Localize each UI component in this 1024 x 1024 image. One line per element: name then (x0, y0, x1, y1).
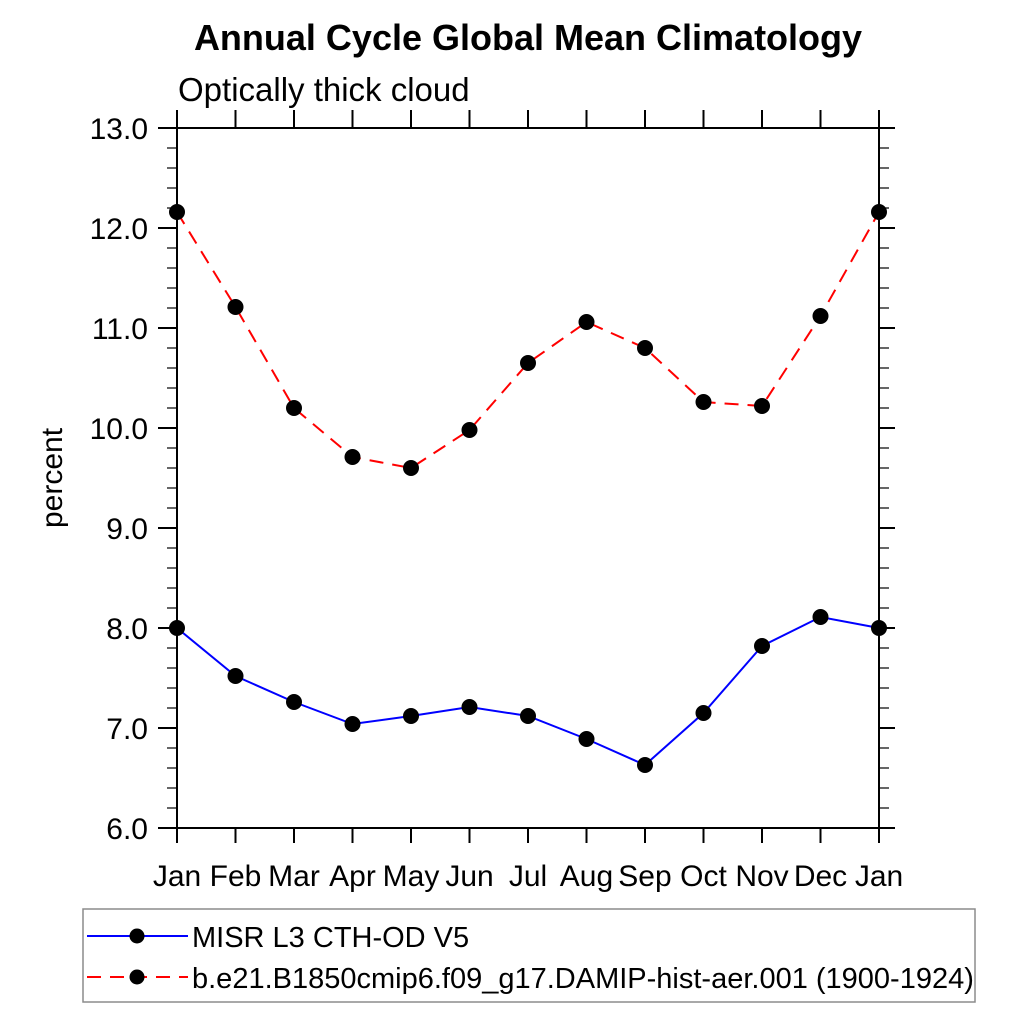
data-point-marker (812, 308, 829, 324)
x-tick-label: Oct (680, 860, 727, 893)
y-tick-label: 10.0 (90, 413, 148, 446)
legend-samples (87, 928, 188, 985)
x-tick-label: May (383, 860, 440, 893)
data-point-marker (578, 731, 595, 747)
data-point-marker (754, 398, 770, 414)
data-point-marker (461, 699, 478, 715)
data-point-marker (227, 299, 244, 315)
y-tick-label: 6.0 (106, 813, 148, 846)
data-point-marker (637, 340, 653, 356)
legend-sample-marker-0 (129, 928, 145, 944)
y-tick-label: 12.0 (90, 213, 148, 246)
data-point-marker (695, 705, 712, 721)
data-point-marker (169, 204, 185, 220)
x-tick-label: Apr (329, 860, 376, 893)
y-tick-label: 11.0 (92, 313, 148, 346)
x-tick-label: Nov (735, 860, 788, 893)
data-point-marker (403, 460, 419, 476)
x-tick-label: Mar (268, 860, 320, 893)
data-point-marker (520, 708, 536, 724)
data-point-marker (461, 422, 478, 438)
data-point-marker (227, 668, 244, 684)
legend-label-misr: MISR L3 CTH-OD V5 (192, 922, 469, 954)
data-point-marker (637, 757, 653, 773)
data-point-marker (403, 708, 419, 724)
data-point-marker (754, 638, 770, 654)
x-tick-label: Aug (560, 860, 613, 893)
x-tick-label: Sep (618, 860, 671, 893)
x-tick-label: Feb (210, 860, 262, 893)
data-point-marker (286, 694, 302, 710)
x-tick-label: Dec (794, 860, 847, 893)
y-tick-label: 9.0 (106, 513, 148, 546)
data-point-marker (344, 716, 361, 732)
data-point-marker (286, 400, 302, 416)
data-point-marker (169, 620, 185, 636)
x-tick-label: Jun (445, 860, 493, 893)
legend-sample-marker-1 (129, 969, 145, 985)
data-point-marker (520, 355, 536, 371)
data-point-marker (695, 394, 712, 410)
y-axis-label: percent (36, 427, 69, 528)
x-tick-label: Jul (509, 860, 547, 893)
series-layer (169, 204, 887, 773)
y-tick-label: 7.0 (106, 713, 148, 746)
chart-title: Annual Cycle Global Mean Climatology (194, 17, 862, 58)
data-point-marker (871, 204, 887, 220)
legend-label-model: b.e21.B1850cmip6.f09_g17.DAMIP-hist-aer.… (192, 963, 974, 995)
series-line-1 (176, 211, 880, 470)
legend-box (82, 908, 976, 1003)
y-tick-label: 13.0 (90, 113, 148, 146)
data-point-marker (871, 620, 887, 636)
x-tick-label: Jan (153, 860, 201, 893)
data-point-marker (344, 449, 361, 465)
data-point-marker (812, 609, 829, 625)
series-line-0 (176, 615, 880, 767)
data-point-marker (578, 314, 595, 330)
x-tick-label: Jan (855, 860, 903, 893)
chart-subtitle: Optically thick cloud (178, 71, 470, 108)
legend: MISR L3 CTH-OD V5 b.e21.B1850cmip6.f09_g… (82, 908, 976, 1003)
y-tick-label: 8.0 (106, 613, 148, 646)
